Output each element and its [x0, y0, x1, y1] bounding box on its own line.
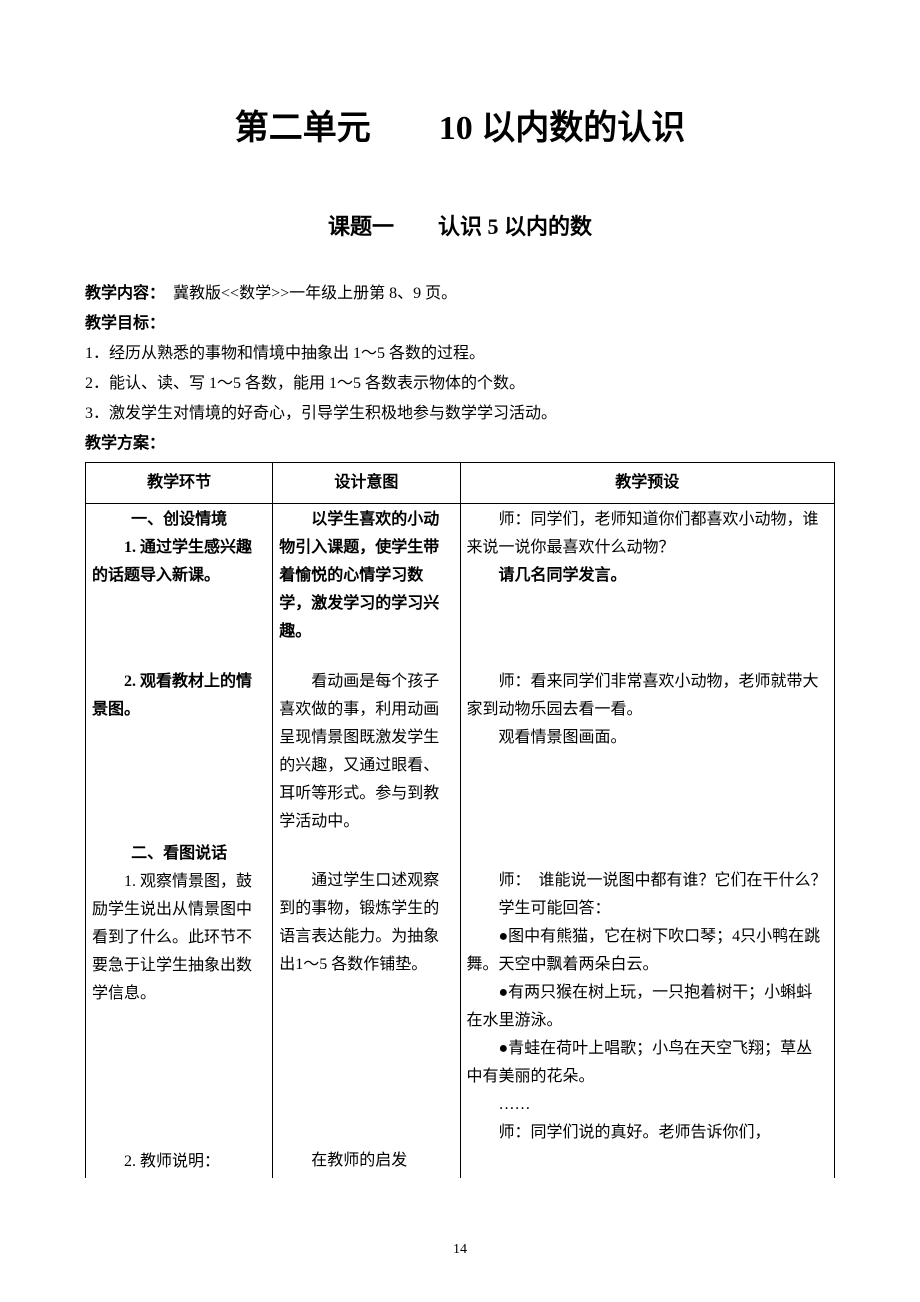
- cell-stage-1b: 2. 观看教材上的情景图。: [86, 648, 273, 838]
- cell-preset-1b: 师：看来同学们非常喜欢小动物，老师就带大家到动物乐园去看一看。 观看情景图画面。: [460, 648, 835, 838]
- header-col-2: 设计意图: [273, 463, 460, 504]
- preset-2-line5: ●青蛙在荷叶上唱歌；小鸟在天空飞翔；草丛中有美丽的花朵。: [467, 1035, 829, 1091]
- goal-1: 1．经历从熟悉的事物和情境中抽象出 1～5 各数的过程。: [85, 340, 835, 368]
- stage-2-heading: 二、看图说话: [92, 840, 266, 868]
- intent-1b-text: 看动画是每个孩子喜欢做的事，利用动画呈现情景图既激发学生的兴趣，又通过眼看、耳听…: [279, 668, 453, 836]
- table-row: 二、看图说话 1. 观察情景图，鼓励学生说出从情景图中看到了什么。此环节不要急于…: [86, 838, 835, 1178]
- table-header-row: 教学环节 设计意图 教学预设: [86, 463, 835, 504]
- header-col-3: 教学预设: [460, 463, 835, 504]
- cell-stage-1: 一、创设情境 1. 通过学生感兴趣的话题导入新课。: [86, 504, 273, 649]
- table-row: 一、创设情境 1. 通过学生感兴趣的话题导入新课。 以学生喜欢的小动物引入课题，…: [86, 504, 835, 649]
- teaching-plan-table: 教学环节 设计意图 教学预设 一、创设情境 1. 通过学生感兴趣的话题导入新课。…: [85, 462, 835, 1178]
- page-number: 14: [0, 1238, 920, 1262]
- stage-1-step-1: 1. 通过学生感兴趣的话题导入新课。: [92, 534, 266, 590]
- cell-intent-2: 通过学生口述观察到的事物，锻炼学生的语言表达能力。为抽象出1～5 各数作铺垫。 …: [273, 838, 460, 1178]
- preset-2-line3: ●图中有熊猫，它在树下吹口琴；4只小鸭在跳舞。天空中飘着两朵白云。: [467, 923, 829, 979]
- intent-1a-text: 以学生喜欢的小动物引入课题，使学生带着愉悦的心情学习数学，激发学习的学习兴趣。: [279, 506, 453, 646]
- preset-2-line2: 学生可能回答：: [467, 895, 829, 923]
- table-row: 2. 观看教材上的情景图。 看动画是每个孩子喜欢做的事，利用动画呈现情景图既激发…: [86, 648, 835, 838]
- preset-2-line1: 师： 谁能说一说图中都有谁？它们在干什么？: [467, 867, 829, 895]
- intent-2a-text: 通过学生口述观察到的事物，锻炼学生的语言表达能力。为抽象出1～5 各数作铺垫。: [279, 867, 453, 979]
- lesson-title: 课题一 认识 5 以内的数: [85, 208, 835, 245]
- goal-3: 3．激发学生对情境的好奇心，引导学生积极地参与数学学习活动。: [85, 400, 835, 428]
- teaching-content-line: 教学内容： 冀教版<<数学>>一年级上册第 8、9 页。: [85, 280, 835, 308]
- cell-intent-1a: 以学生喜欢的小动物引入课题，使学生带着愉悦的心情学习数学，激发学习的学习兴趣。: [273, 504, 460, 649]
- preset-2-line6: ……: [467, 1091, 829, 1119]
- teaching-plan-label: 教学方案：: [85, 435, 165, 452]
- cell-preset-1a: 师：同学们，老师知道你们都喜欢小动物，谁来说一说你最喜欢什么动物？ 请几名同学发…: [460, 504, 835, 649]
- preset-1a-line1: 师：同学们，老师知道你们都喜欢小动物，谁来说一说你最喜欢什么动物？: [467, 506, 829, 562]
- header-col-1: 教学环节: [86, 463, 273, 504]
- stage-1-step-2: 2. 观看教材上的情景图。: [92, 668, 266, 724]
- preset-2-line7: 师：同学们说的真好。老师告诉你们，: [467, 1119, 829, 1147]
- cell-preset-2: 师： 谁能说一说图中都有谁？它们在干什么？ 学生可能回答： ●图中有熊猫，它在树…: [460, 838, 835, 1178]
- cell-stage-2: 二、看图说话 1. 观察情景图，鼓励学生说出从情景图中看到了什么。此环节不要急于…: [86, 838, 273, 1178]
- preset-1b-line2: 观看情景图画面。: [467, 724, 829, 752]
- goal-2: 2．能认、读、写 1～5 各数，能用 1～5 各数表示物体的个数。: [85, 370, 835, 398]
- preset-2-line4: ●有两只猴在树上玩，一只抱着树干；小蝌蚪在水里游泳。: [467, 979, 829, 1035]
- stage-2-step-1: 1. 观察情景图，鼓励学生说出从情景图中看到了什么。此环节不要急于让学生抽象出数…: [92, 868, 266, 1008]
- intent-2b-text: 在教师的启发: [279, 1147, 453, 1175]
- teaching-goal-label: 教学目标：: [85, 315, 165, 332]
- teaching-goal-label-line: 教学目标：: [85, 310, 835, 338]
- teaching-content-label: 教学内容：: [85, 285, 157, 302]
- teaching-content-text: 冀教版<<数学>>一年级上册第 8、9 页。: [157, 285, 457, 302]
- stage-1-heading: 一、创设情境: [92, 506, 266, 534]
- unit-title: 第二单元 10 以内数的认识: [85, 100, 835, 158]
- preset-1a-line2: 请几名同学发言。: [467, 562, 829, 590]
- cell-intent-1b: 看动画是每个孩子喜欢做的事，利用动画呈现情景图既激发学生的兴趣，又通过眼看、耳听…: [273, 648, 460, 838]
- preset-1b-line1: 师：看来同学们非常喜欢小动物，老师就带大家到动物乐园去看一看。: [467, 668, 829, 724]
- teaching-plan-label-line: 教学方案：: [85, 430, 835, 458]
- stage-2-step-2: 2. 教师说明：: [92, 1148, 266, 1176]
